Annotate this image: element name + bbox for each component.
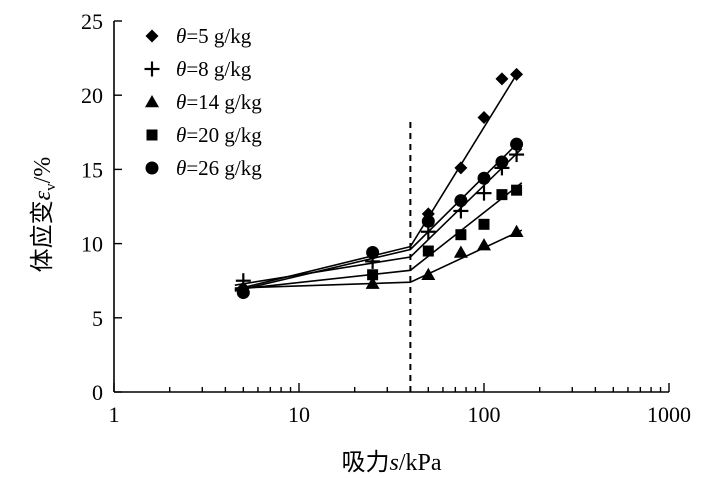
data-point-diamond xyxy=(510,67,524,81)
data-point-circle xyxy=(236,286,250,300)
legend-label-value: =8 g/kg xyxy=(186,57,251,81)
legend-marker-diamond xyxy=(145,29,159,43)
data-point-diamond xyxy=(495,72,509,86)
data-point-square xyxy=(511,184,523,196)
legend: θ=5 g/kgθ=8 g/kgθ=14 g/kgθ=20 g/kgθ=26 g… xyxy=(144,24,262,180)
data-point-square xyxy=(478,218,490,230)
data-point-triangle xyxy=(453,245,468,258)
fit-line-circle xyxy=(234,143,518,292)
y-axis-title-sub: v xyxy=(43,183,59,191)
legend-label: θ=14 g/kg xyxy=(176,90,262,114)
legend-label-value: =14 g/kg xyxy=(186,90,262,114)
legend-label: θ=26 g/kg xyxy=(176,156,262,180)
legend-item: θ=26 g/kg xyxy=(145,156,262,180)
data-point-plus xyxy=(476,185,492,201)
y-tick-label: 20 xyxy=(81,83,103,108)
legend-item: θ=8 g/kg xyxy=(144,57,252,81)
legend-item: θ=5 g/kg xyxy=(145,24,252,48)
x-tick-label: 10 xyxy=(288,402,310,427)
legend-label-var: θ xyxy=(176,90,186,114)
y-axis-ticks: 0 5 10 15 20 25 xyxy=(81,9,122,405)
y-axis-title-unit: /% xyxy=(30,157,56,184)
data-point-circle xyxy=(454,194,468,208)
x-tick-label: 1 xyxy=(109,402,120,427)
legend-label-var: θ xyxy=(176,123,186,147)
legend-item: θ=20 g/kg xyxy=(146,123,262,147)
legend-marker-triangle xyxy=(145,95,159,108)
data-point-circle xyxy=(495,155,509,169)
data-point-square xyxy=(422,245,434,257)
fit-line-square xyxy=(234,182,523,291)
y-axis-title-var: ε xyxy=(30,190,56,200)
y-axis-title: 体应变εv/% xyxy=(29,157,59,273)
data-point-circle xyxy=(510,137,524,151)
y-tick-label: 10 xyxy=(81,232,103,257)
legend-marker-circle xyxy=(145,161,159,175)
x-axis-ticks: 1 10 100 1000 xyxy=(109,383,691,427)
legend-marker-square xyxy=(146,129,158,141)
legend-item: θ=14 g/kg xyxy=(145,90,262,114)
x-axis-title-unit: /kPa xyxy=(399,450,442,476)
y-tick-label: 15 xyxy=(81,157,103,182)
data-point-triangle xyxy=(477,238,491,251)
legend-label-value: =26 g/kg xyxy=(186,156,262,180)
data-point-square xyxy=(455,229,467,241)
data-point-square xyxy=(496,189,508,201)
x-tick-label: 1000 xyxy=(647,402,691,427)
legend-label: θ=8 g/kg xyxy=(176,57,252,81)
legend-label: θ=20 g/kg xyxy=(176,123,262,147)
data-point-plus xyxy=(235,273,251,289)
x-tick-label: 100 xyxy=(468,402,501,427)
axes xyxy=(113,21,669,393)
y-tick-label: 25 xyxy=(81,9,103,34)
data-point-circle xyxy=(477,171,491,185)
legend-label-var: θ xyxy=(176,156,186,180)
y-tick-label: 0 xyxy=(92,380,103,405)
data-point-diamond xyxy=(454,161,468,175)
legend-label-value: =5 g/kg xyxy=(186,24,251,48)
legend-label-var: θ xyxy=(176,24,186,48)
y-tick-label: 5 xyxy=(92,306,103,331)
data-point-square xyxy=(367,269,379,281)
data-points xyxy=(235,67,525,300)
data-point-diamond xyxy=(477,110,491,124)
legend-label-var: θ xyxy=(176,57,186,81)
data-point-triangle xyxy=(509,224,524,237)
x-axis-title: 吸力s/kPa xyxy=(341,449,441,476)
data-point-circle xyxy=(421,214,435,228)
data-point-triangle xyxy=(421,267,436,281)
legend-marker-plus xyxy=(144,61,160,77)
legend-label-value: =20 g/kg xyxy=(186,123,262,147)
fit-lines xyxy=(234,73,523,292)
data-point-triangle xyxy=(365,276,380,289)
y-axis-title-prefix: 体应变 xyxy=(29,200,56,272)
legend-label: θ=5 g/kg xyxy=(176,24,252,48)
data-point-circle xyxy=(366,246,380,260)
x-axis-title-prefix: 吸力 xyxy=(341,449,389,476)
x-axis-title-var: s xyxy=(389,450,398,476)
